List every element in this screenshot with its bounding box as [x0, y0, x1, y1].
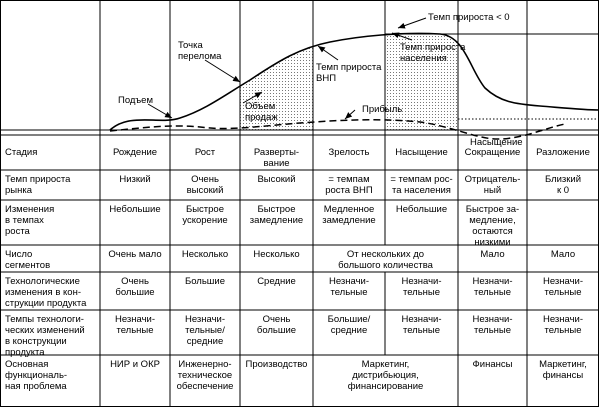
label: Объем продаж	[245, 101, 278, 123]
cell: Незначи- тельные	[542, 276, 584, 298]
cell: Большие/ средние	[327, 314, 371, 336]
cell: Быстрое ускорение	[182, 204, 228, 226]
cell: Незначи- тельные	[401, 314, 442, 336]
header-cell: Рост	[194, 147, 216, 158]
sales-curve	[109, 32, 599, 131]
cell: Очень большие	[256, 314, 297, 336]
label: Прибыль	[362, 104, 403, 115]
cell: Незначи- тельные	[114, 314, 156, 336]
cell: Маркетинг, дистрибьюция, финансирование	[347, 359, 424, 392]
cell: Медленное замедление	[322, 204, 376, 226]
cell: Небольшие	[395, 204, 448, 215]
cell: Большие	[184, 276, 225, 287]
cell: Очень мало	[108, 249, 162, 260]
header-cell: Сокращение	[464, 147, 521, 158]
cell: Темпы технологи- ческих изменений в конс…	[5, 314, 85, 358]
cell: Незначи- тельные	[472, 314, 513, 336]
cell: Производство	[245, 359, 308, 370]
cell: Близкий к 0	[544, 174, 582, 196]
cell: От нескольких до большого количества	[338, 249, 433, 271]
cell: Очень высокий	[186, 174, 224, 196]
label: Темп прироста населения	[400, 42, 466, 64]
cell: Высокий	[257, 174, 296, 185]
cell: Маркетинг, финансы	[539, 359, 587, 381]
label: Точка перелома	[178, 40, 222, 62]
label: Темп прироста < 0	[428, 12, 510, 23]
label: Темп прироста ВНП	[316, 62, 382, 84]
cell: Финансы	[472, 359, 513, 370]
header-cell: Разложение	[536, 147, 590, 158]
cell: Мало	[550, 249, 576, 260]
cell: Быстрое замедление	[249, 204, 304, 226]
cell: Основная функциональ- ная проблема	[5, 359, 68, 392]
cell: Незначи- тельные	[472, 276, 513, 298]
cell: Технологические изменения в кон- струкци…	[5, 276, 87, 309]
cell: Мало	[480, 249, 505, 260]
header-cell: Зрелость	[328, 147, 370, 158]
shade	[385, 33, 458, 130]
header-cell: Разверты- вание	[253, 147, 300, 169]
cell: Несколько	[253, 249, 300, 260]
cell: Низкий	[119, 174, 151, 185]
cell: Небольшие	[109, 204, 161, 215]
cell: Несколько	[181, 249, 229, 260]
cell: = темпам роста ВНП	[325, 174, 373, 196]
label: Насыщение	[470, 137, 523, 148]
cell: Незначи- тельные/ средние	[184, 314, 226, 347]
header-cell: Насыщение	[395, 147, 448, 158]
cell: НИР и ОКР	[110, 359, 160, 370]
cell: Инженерно- техническое обеспечение	[176, 359, 234, 392]
cell: Темп прироста рынка	[5, 174, 71, 196]
label: Подъем	[118, 95, 153, 106]
profit-curve	[109, 119, 566, 140]
cell: Быстрое за- медление, остаются низкими	[465, 204, 520, 248]
cell: Изменения в темпах роста	[5, 204, 55, 237]
cell: Незначи- тельные	[328, 276, 370, 298]
cell: Число сегментов	[5, 249, 51, 271]
cell: Средние	[257, 276, 296, 287]
cell: Незначи- тельные	[401, 276, 442, 298]
header-cell: Стадия	[5, 147, 38, 158]
shade	[240, 46, 313, 130]
cell: Отрицатель- ный	[464, 174, 521, 196]
cell: Очень большие	[115, 276, 155, 298]
cell: = темпам рос- та населения	[390, 174, 453, 196]
cell: Незначи- тельные	[542, 314, 584, 336]
header-cell: Рождение	[112, 147, 158, 158]
